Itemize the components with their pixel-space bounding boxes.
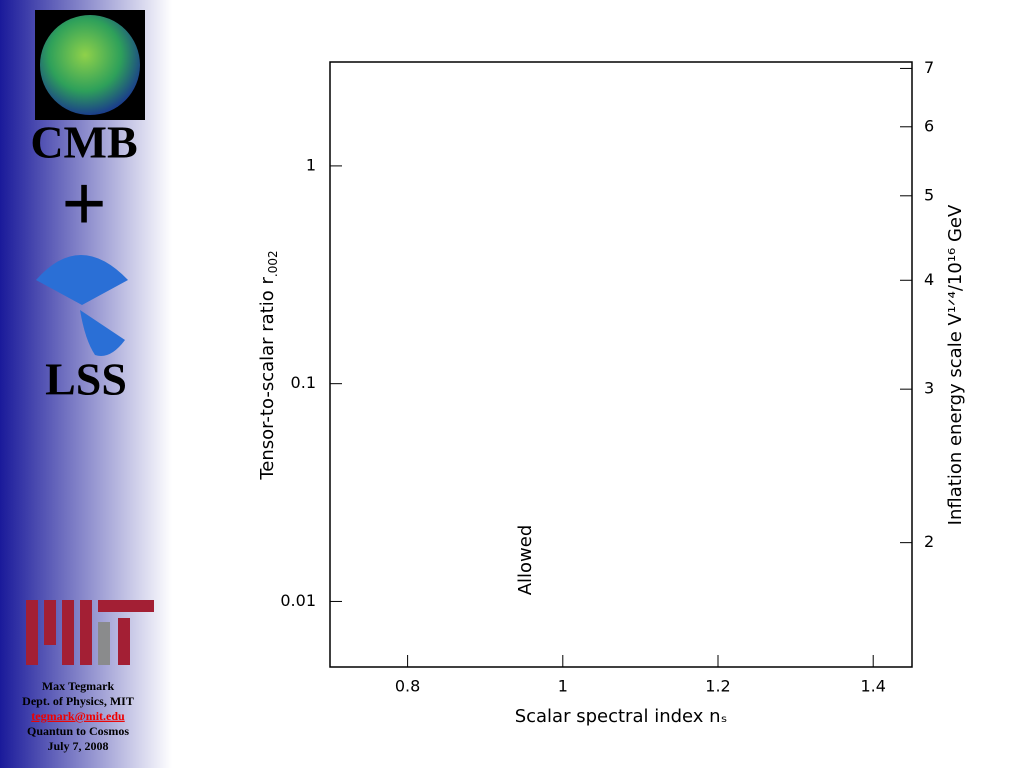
y2-tick-label: 3	[924, 379, 934, 398]
mit-logo	[26, 600, 154, 665]
y-tick-label: 0.01	[280, 591, 316, 610]
y2-tick-label: 5	[924, 185, 934, 204]
cmb-heading: CMB	[30, 117, 137, 168]
footer-line: Max Tegmark	[42, 679, 115, 693]
y-axis-label: Tensor-to-scalar ratio r.002	[257, 250, 280, 480]
y2-tick-label: 4	[924, 270, 934, 289]
x-tick-label: 1.4	[860, 677, 885, 696]
y-axis-label-sub: .002	[266, 250, 280, 277]
y-tick-label: 1	[306, 155, 316, 174]
plus-sign: +	[61, 160, 107, 248]
y2-tick-label: 7	[924, 58, 934, 77]
footer-line: July 7, 2008	[47, 739, 108, 753]
x-axis-label: Scalar spectral index nₛ	[515, 706, 728, 727]
y-tick-label: 0.1	[291, 373, 316, 392]
lss-cone	[36, 255, 128, 305]
lss-cone-2	[80, 310, 125, 356]
x-tick-label: 1.2	[705, 677, 730, 696]
y2-tick-label: 6	[924, 116, 934, 135]
footer-line: Quantun to Cosmos	[27, 724, 129, 738]
plot-frame	[329, 61, 913, 668]
email-link[interactable]: tegmark@mit.edu	[31, 709, 125, 723]
y2-tick-label: 2	[924, 532, 934, 551]
y2-axis-label: Inflation energy scale V¹ᐟ⁴/10¹⁶ GeV	[945, 204, 966, 525]
lss-heading: LSS	[45, 354, 127, 405]
cmb-globe	[40, 15, 140, 115]
footer-line: Dept. of Physics, MIT	[22, 694, 134, 708]
x-tick-label: 0.8	[395, 677, 420, 696]
annotation: Allowed	[515, 525, 536, 596]
x-tick-label: 1	[558, 677, 568, 696]
y-axis-label-main: Tensor-to-scalar ratio r	[257, 276, 278, 480]
